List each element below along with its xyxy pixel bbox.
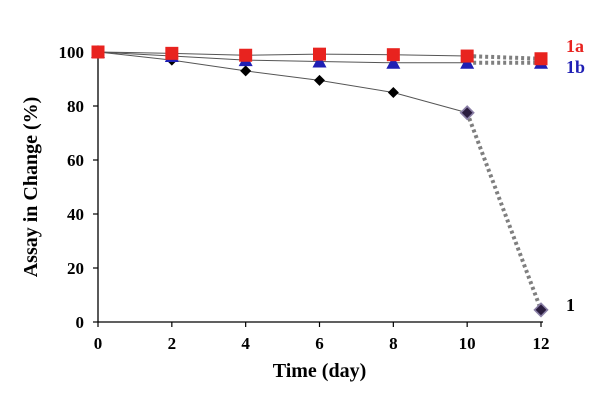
series-1b bbox=[97, 51, 541, 65]
series-1 bbox=[97, 51, 543, 311]
series-label-1b: 1b bbox=[566, 57, 585, 77]
series-1a bbox=[97, 51, 542, 61]
y-axis-title: Assay in Change (%) bbox=[20, 97, 42, 278]
series-1a-point bbox=[165, 46, 179, 60]
series-1b-point bbox=[386, 55, 401, 69]
series-1-point bbox=[459, 105, 475, 121]
series-1a-point bbox=[534, 52, 548, 66]
y-tick-label: 40 bbox=[67, 205, 84, 224]
series-1a-dotted-line bbox=[467, 54, 542, 61]
series-layer bbox=[91, 45, 549, 318]
series-label-1a: 1a bbox=[566, 36, 584, 56]
y-tick-label: 20 bbox=[67, 259, 84, 278]
y-tick-label: 80 bbox=[67, 97, 84, 116]
series-1b-point bbox=[312, 54, 327, 68]
series-1b-line bbox=[97, 51, 468, 64]
series-1a-line bbox=[97, 51, 468, 57]
axes: 0 20 40 60 80 100 0 2 4 6 8 10 12 Time (day) Assay in … bbox=[20, 43, 550, 382]
series-1a-point bbox=[91, 45, 105, 59]
series-1a-point bbox=[239, 48, 253, 62]
series-1-markers bbox=[92, 46, 549, 318]
x-tick-label: 12 bbox=[533, 334, 550, 353]
x-tick-label: 6 bbox=[315, 334, 324, 353]
series-1-point bbox=[387, 87, 399, 98]
series-1a-point bbox=[386, 48, 400, 62]
y-tick-label: 60 bbox=[67, 151, 84, 170]
series-1-line bbox=[97, 51, 468, 114]
y-tick-label: 0 bbox=[76, 313, 85, 332]
x-tick-label: 2 bbox=[168, 334, 177, 353]
x-tick-label: 0 bbox=[94, 334, 103, 353]
series-1-point bbox=[533, 302, 549, 318]
series-label-1: 1 bbox=[566, 295, 575, 315]
x-axis-title: Time (day) bbox=[273, 360, 367, 382]
series-1a-point bbox=[460, 49, 474, 63]
series-1a-markers bbox=[91, 45, 548, 66]
series-1-point bbox=[314, 74, 325, 86]
x-tick-label: 4 bbox=[241, 334, 250, 353]
y-tick-label: 100 bbox=[59, 43, 85, 62]
x-tick-label: 10 bbox=[459, 334, 476, 353]
x-tick-label: 8 bbox=[389, 334, 398, 353]
series-1-dotted-line bbox=[465, 112, 543, 311]
series-1a-point bbox=[313, 47, 326, 61]
series-1-point bbox=[240, 65, 252, 77]
